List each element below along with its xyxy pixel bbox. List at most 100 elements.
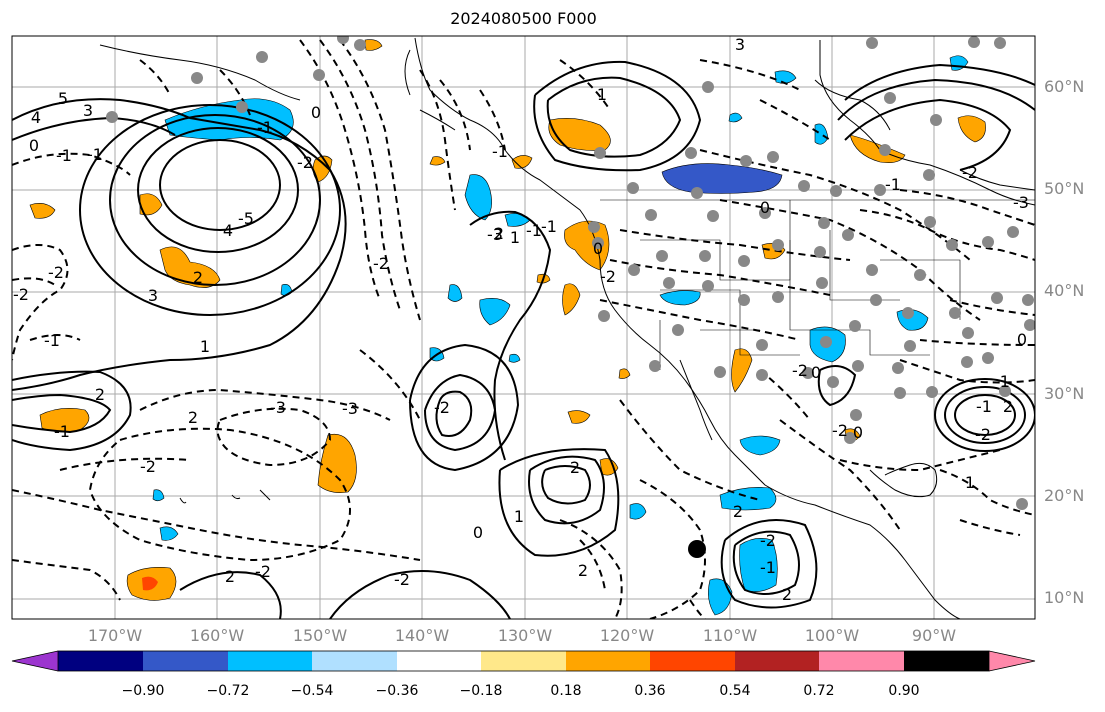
contour-label: 2 <box>1003 397 1013 416</box>
contour-label: 2 <box>733 502 743 521</box>
contour-label: -1 <box>885 175 901 194</box>
contour-label: 1 <box>965 473 975 492</box>
contour-label: 2 <box>782 585 792 604</box>
colorbar-segment <box>566 651 650 671</box>
contour-label: 2 <box>225 567 235 586</box>
contour-label: 2 <box>188 408 198 427</box>
contour-label: -2 <box>373 254 389 273</box>
contour-label: 1 <box>510 228 520 247</box>
contour-label: -2 <box>13 285 29 304</box>
contour-label: 3 <box>148 286 158 305</box>
contour-label: -2 <box>962 163 978 182</box>
contour-label: -1 <box>994 372 1010 391</box>
contour-label: 2 <box>494 224 504 243</box>
colorbar-tick-label: −0.72 <box>206 683 250 699</box>
contour-label: -2 <box>975 425 991 444</box>
contour-label: -1 <box>760 558 776 577</box>
contour-label: -2 <box>600 267 616 286</box>
colorbar-segment <box>397 651 481 671</box>
contour-label: -1 <box>526 221 542 240</box>
contour-label: 3 <box>735 35 745 54</box>
contour-label: -1 <box>976 397 992 416</box>
colorbar-segment <box>819 651 904 671</box>
contour-label: 5 <box>58 89 68 108</box>
contour-label: -3 <box>270 398 286 417</box>
colorbar-left-extension <box>12 651 58 671</box>
contour-label: -1 <box>87 145 103 164</box>
contour-label: -2 <box>832 421 848 440</box>
colorbar-segment <box>481 651 566 671</box>
contour-label: -1 <box>257 118 273 137</box>
contour-label: -5 <box>238 209 254 228</box>
colorbar-segment <box>650 651 735 671</box>
contour-label: 0 <box>473 523 483 542</box>
colorbar-tick-label: 0.90 <box>888 683 920 699</box>
contour-label: 4 <box>223 221 233 240</box>
contour-label: 1 <box>514 507 524 526</box>
contour-label: 0 <box>760 198 770 217</box>
lon-label-170w: 170°W <box>87 626 143 645</box>
lat-label-40n: 40°N <box>1044 281 1085 300</box>
colorbar-tick-label: −0.54 <box>290 683 334 699</box>
contour-label: -1 <box>492 142 508 161</box>
lon-label-110w: 110°W <box>702 626 758 645</box>
colorbar-segment <box>312 651 397 671</box>
map-title: 2024080500 F000 <box>450 9 597 28</box>
coastlines <box>99 37 1035 619</box>
contour-label: 1 <box>200 337 210 356</box>
colorbar-tick-label: −0.36 <box>375 683 419 699</box>
contour-label: 1 <box>597 85 607 104</box>
colorbar-tick-label: 0.36 <box>634 683 666 699</box>
contour-label: -2 <box>48 263 64 282</box>
contour-label: 2 <box>578 561 588 580</box>
contour-label: 4 <box>31 108 41 127</box>
contour-label: -2 <box>394 570 410 589</box>
contour-label: 2 <box>193 268 203 287</box>
strong-positive-fills <box>142 576 158 591</box>
positive-anomaly-fills <box>29 39 986 601</box>
lon-label-140w: 140°W <box>394 626 450 645</box>
lat-label-20n: 20°N <box>1044 486 1085 505</box>
lon-label-150w: 150°W <box>292 626 348 645</box>
colorbar-segment <box>904 651 989 671</box>
contour-label: -2 <box>434 398 450 417</box>
colorbar-tick-label: 0.72 <box>803 683 835 699</box>
colorbar-tick-label: 0.18 <box>550 683 582 699</box>
contour-label: -3 <box>342 399 358 418</box>
strong-negative-fills <box>661 163 783 194</box>
contour-label: -3 <box>1013 193 1029 212</box>
colorbar-tick-label: 0.54 <box>719 683 751 699</box>
colorbar-segment <box>735 651 819 671</box>
contour-label: 0 <box>811 363 821 382</box>
contour-label: 0 <box>1017 330 1027 349</box>
lon-label-160w: 160°W <box>189 626 245 645</box>
colorbar-tick-label: −0.90 <box>121 683 165 699</box>
colorbar-segment <box>58 651 143 671</box>
lat-label-30n: 30°N <box>1044 384 1085 403</box>
contour-label: -2 <box>760 531 776 550</box>
lat-label-10n: 10°N <box>1044 588 1085 607</box>
contour-label: -3 <box>487 225 503 244</box>
contour-label: -1 <box>44 331 60 350</box>
colorbar-segment <box>143 651 228 671</box>
colorbar-tick-label: −0.18 <box>459 683 503 699</box>
lon-label-120w: 120°W <box>599 626 655 645</box>
contour-label: -2 <box>255 562 271 581</box>
contour-label: 2 <box>95 385 105 404</box>
contour-label: 2 <box>570 458 580 477</box>
contour-label: -2 <box>140 457 156 476</box>
lon-label-90w: 90°W <box>911 626 957 645</box>
colorbar <box>11 650 1036 672</box>
lat-label-60n: 60°N <box>1044 77 1085 96</box>
contour-label: -1 <box>54 422 70 441</box>
contour-label: -1 <box>56 146 72 165</box>
lat-label-50n: 50°N <box>1044 179 1085 198</box>
contour-label: 0 <box>853 423 863 442</box>
contour-label: -2 <box>792 361 808 380</box>
lon-label-100w: 100°W <box>804 626 860 645</box>
colorbar-right-extension <box>989 651 1035 671</box>
contour-label-group: 534-10-14-53-22-2-12-1-2-312 -32 -2 -2 21-1-… <box>13 35 1029 604</box>
lon-label-130w: 130°W <box>497 626 553 645</box>
contour-label: 0 <box>29 136 39 155</box>
